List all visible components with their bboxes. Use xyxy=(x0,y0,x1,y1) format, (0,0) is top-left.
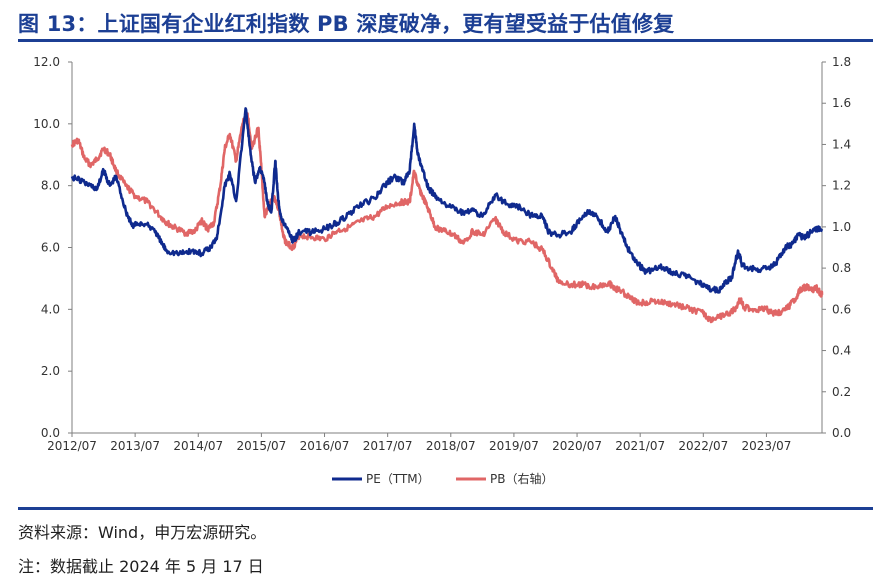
footer-rule xyxy=(18,507,873,510)
left-tick-label: 6.0 xyxy=(41,241,60,255)
x-tick-label: 2013/07 xyxy=(110,439,160,453)
pb-series-line xyxy=(70,112,824,324)
date-note: 注：数据截止 2024 年 5 月 17 日 xyxy=(18,557,264,576)
right-tick-label: 1.2 xyxy=(832,179,851,193)
right-tick-label: 0.4 xyxy=(832,344,851,358)
source-note: 资料来源：Wind，申万宏源研究。 xyxy=(18,523,267,542)
left-tick-label: 8.0 xyxy=(41,179,60,193)
right-tick-label: 0.6 xyxy=(832,302,851,316)
left-tick-label: 0.0 xyxy=(41,426,60,440)
x-tick-label: 2021/07 xyxy=(615,439,665,453)
left-tick-label: 2.0 xyxy=(41,364,60,378)
pe-series-line xyxy=(70,107,824,294)
x-tick-label: 2017/07 xyxy=(363,439,413,453)
x-tick-label: 2012/07 xyxy=(47,439,97,453)
legend-pe-label: PE（TTM） xyxy=(366,472,430,486)
right-tick-label: 0.0 xyxy=(832,426,851,440)
pe-pb-line-chart: 0.0 2.0 4.0 6.0 8.0 10.0 12.0 0.0 0.2 0.4 0.6 0.8 1… xyxy=(33,55,851,486)
title-rule xyxy=(18,39,873,42)
right-tick-label: 1.6 xyxy=(832,96,851,110)
right-tick-label: 1.0 xyxy=(832,220,851,234)
x-tick-label: 2023/07 xyxy=(742,439,792,453)
x-tick-label: 2022/07 xyxy=(678,439,728,453)
right-tick-label: 1.4 xyxy=(832,137,851,151)
x-tick-label: 2016/07 xyxy=(300,439,350,453)
left-tick-label: 12.0 xyxy=(33,55,60,69)
legend-pb-label: PB（右轴） xyxy=(490,471,553,486)
left-tick-label: 10.0 xyxy=(33,117,60,131)
x-tick-label: 2018/07 xyxy=(426,439,476,453)
x-tick-label: 2014/07 xyxy=(173,439,223,453)
left-tick-label: 4.0 xyxy=(41,302,60,316)
x-tick-label: 2019/07 xyxy=(489,439,539,453)
figure-title: 图 13：上证国有企业红利指数 PB 深度破净，更有望受益于估值修复 xyxy=(18,12,675,36)
x-tick-label: 2020/07 xyxy=(552,439,602,453)
x-tick-label: 2015/07 xyxy=(236,439,286,453)
right-tick-label: 1.8 xyxy=(832,55,851,69)
right-tick-label: 0.2 xyxy=(832,385,851,399)
right-tick-label: 0.8 xyxy=(832,261,851,275)
